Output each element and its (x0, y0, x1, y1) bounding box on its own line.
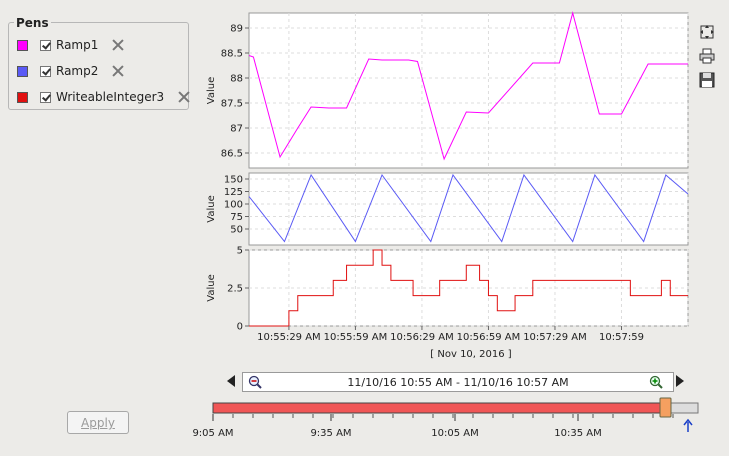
series-line-ramp1 (248, 11, 688, 161)
timeline-label: 10:05 AM (431, 428, 478, 439)
pen-row: WriteableInteger3 (17, 89, 190, 105)
print-icon[interactable] (699, 48, 715, 64)
y-tick-label: 50 (230, 225, 243, 236)
y-tick-label: 89 (230, 24, 243, 35)
pan-left-arrow[interactable] (227, 375, 235, 387)
series-line-ramp2 (248, 173, 689, 243)
y-tick-label: 87 (230, 124, 243, 135)
timeline-range-handle[interactable] (659, 397, 672, 418)
y-tick-label: 0 (237, 322, 243, 333)
range-bar: 11/10/16 10:55 AM - 11/10/16 10:57 AM (242, 372, 674, 392)
y-axis-label: Value (206, 77, 217, 104)
pen-row: Ramp1 (17, 37, 124, 53)
timeline-label: 9:35 AM (310, 428, 351, 439)
apply-button[interactable]: Apply (67, 411, 129, 434)
date-label: [ Nov 10, 2016 ] (430, 349, 511, 360)
y-tick-label: 88 (230, 74, 243, 85)
y-tick-label: 150 (224, 175, 243, 186)
x-tick-label: 10:56:59 AM (457, 332, 521, 343)
pen-visible-checkbox[interactable] (40, 65, 51, 77)
save-icon[interactable] (699, 72, 715, 88)
pen-name: Ramp2 (56, 64, 99, 78)
y-tick-label: 75 (230, 212, 243, 223)
pen-color-swatch[interactable] (17, 65, 28, 77)
pan-right-arrow[interactable] (676, 375, 684, 387)
fit-icon[interactable] (699, 24, 715, 40)
y-tick-label: 86.5 (221, 149, 243, 160)
y-tick-label: 125 (224, 187, 243, 198)
pen-name: WriteableInteger3 (56, 90, 165, 104)
pen-visible-checkbox[interactable] (40, 91, 51, 103)
y-tick-label: 88.5 (221, 49, 243, 60)
y-axis-label: Value (206, 274, 217, 301)
pen-color-swatch[interactable] (17, 91, 28, 103)
timeline-label: 9:05 AM (192, 428, 233, 439)
pen-row: Ramp2 (17, 63, 124, 79)
x-tick-label: 10:56:29 AM (390, 332, 454, 343)
live-indicator-arrow (683, 418, 693, 426)
pen-color-swatch[interactable] (17, 39, 28, 51)
y-tick-label: 100 (224, 200, 243, 211)
time-range-text: 11/10/16 10:55 AM - 11/10/16 10:57 AM (347, 376, 569, 389)
x-tick-label: 10:57:59 (599, 332, 644, 343)
y-axis-label: Value (206, 195, 217, 222)
x-tick-label: 10:55:59 AM (324, 332, 388, 343)
y-tick-label: 87.5 (221, 99, 243, 110)
pen-name: Ramp1 (56, 38, 99, 52)
x-tick-label: 10:57:29 AM (523, 332, 587, 343)
pens-panel (8, 22, 189, 110)
y-tick-label: 5 (237, 246, 243, 257)
pens-title: Pens (14, 16, 51, 30)
pen-visible-checkbox[interactable] (40, 39, 51, 51)
series-line-writeableinteger3 (249, 249, 688, 327)
y-tick-label: 2.5 (227, 284, 243, 295)
timeline-history-fill (212, 402, 661, 414)
zoom-out-icon[interactable] (248, 375, 262, 389)
plot-area (248, 12, 689, 169)
plot-area (248, 172, 689, 246)
x-tick-label: 10:55:29 AM (257, 332, 321, 343)
timeline-label: 10:35 AM (554, 428, 601, 439)
zoom-in-icon[interactable] (649, 375, 663, 389)
